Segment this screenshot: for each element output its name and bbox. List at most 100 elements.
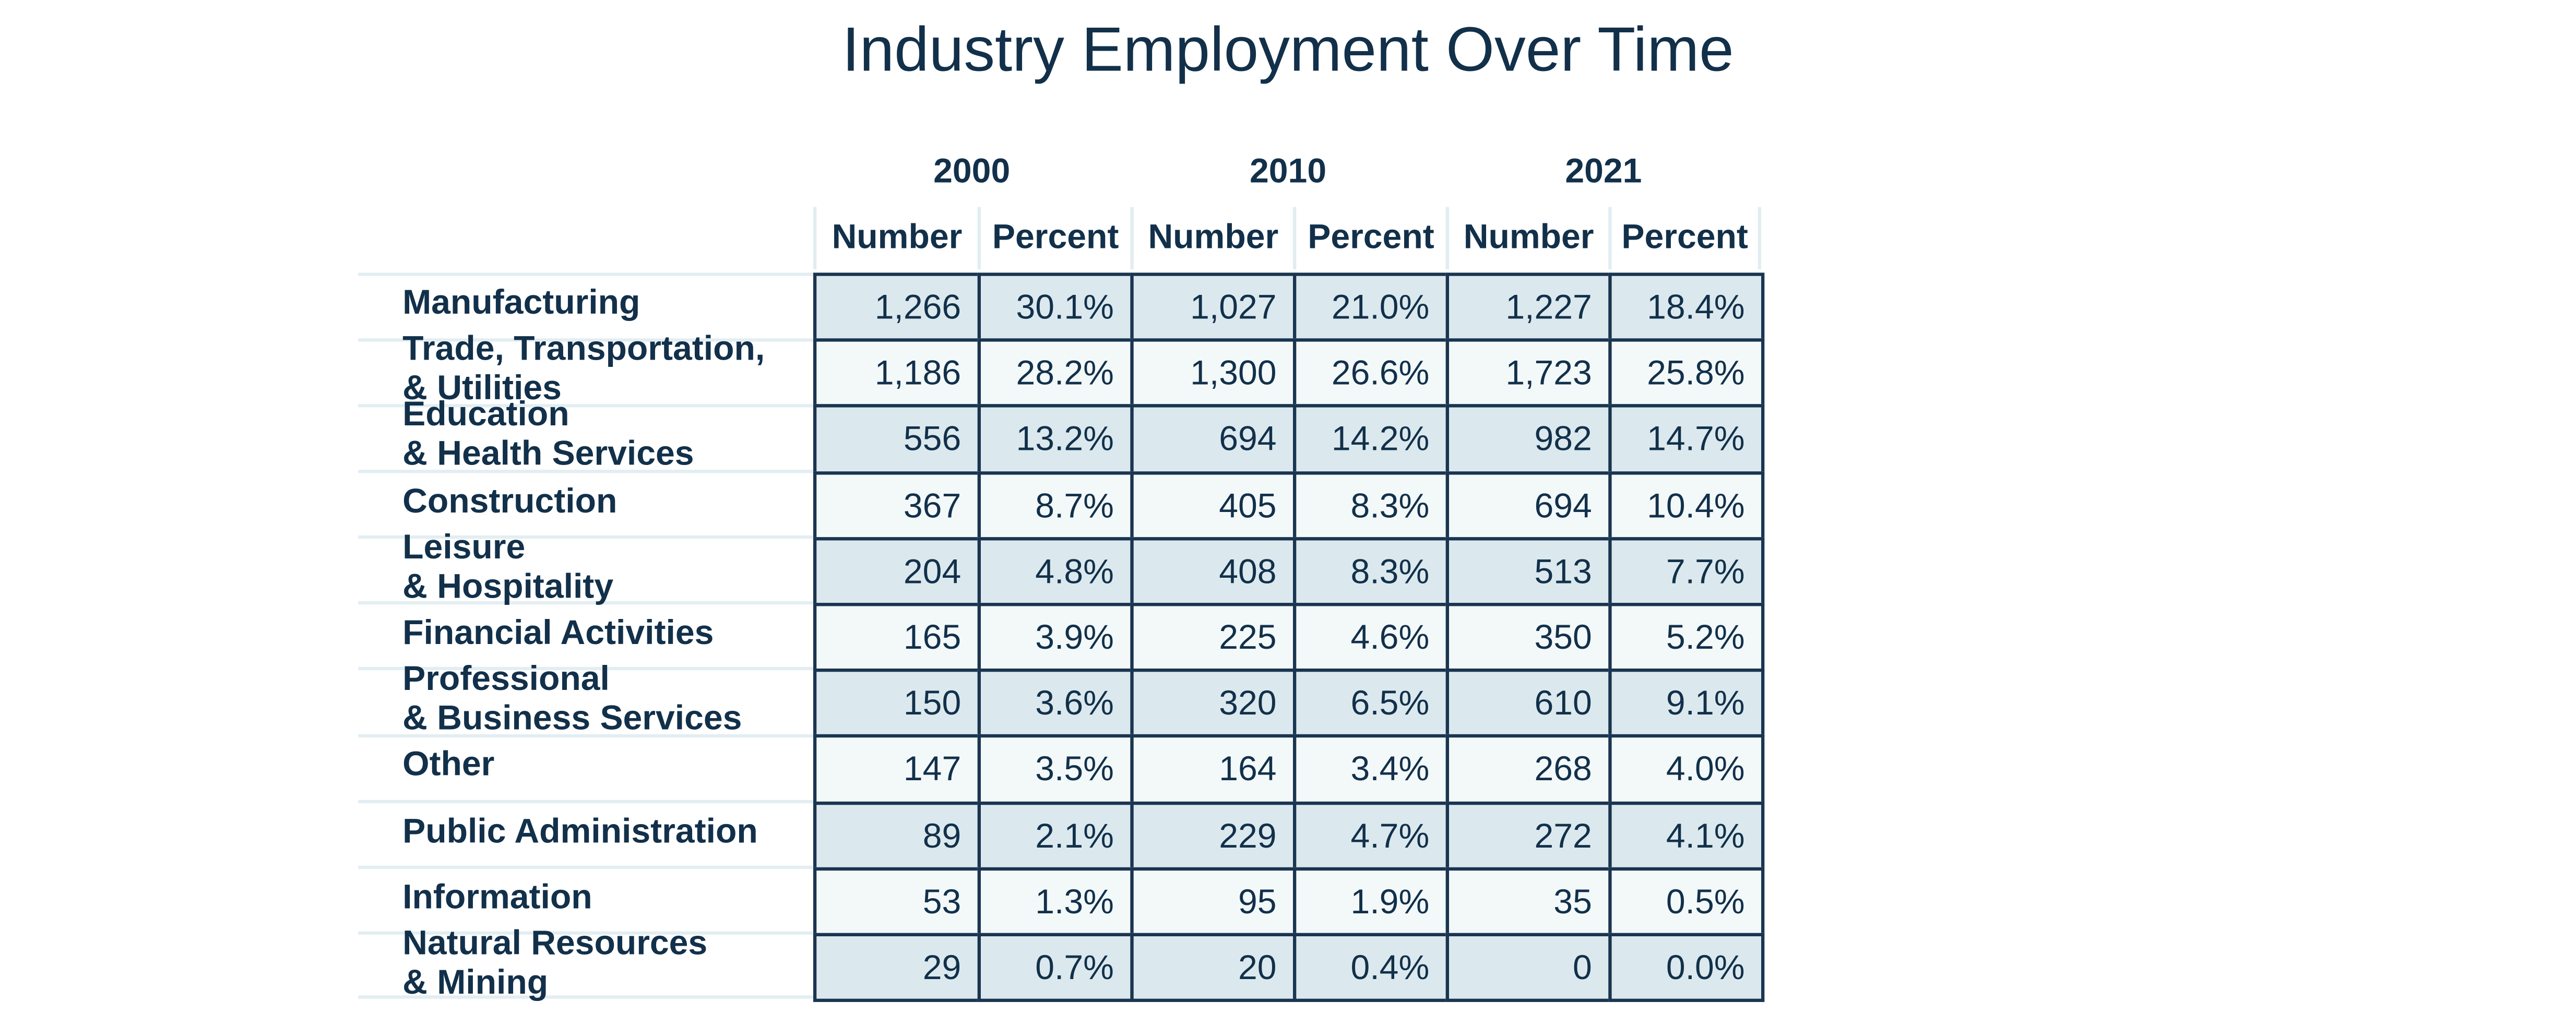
number-cell: 694 [1130,404,1297,474]
number-cell: 35 [1445,867,1612,936]
row-label-line: Financial Activities [402,614,714,652]
row-divider [358,865,815,869]
row-label-line: Construction [402,482,618,520]
number-cell: 408 [1130,537,1297,606]
percent-cell: 1.9% [1293,867,1450,936]
row-label: Other [402,746,813,786]
row-label-line: Information [402,878,592,916]
column-header: Number [813,207,978,270]
percent-cell: 21.0% [1293,272,1450,342]
row-label-line: & Business Services [402,700,742,738]
number-cell: 150 [813,669,981,738]
row-label-line: Public Administration [402,812,758,851]
number-cell: 225 [1130,603,1297,672]
row-label-line: & Health Services [402,436,694,474]
row-divider [358,470,815,473]
table-title: Industry Employment Over Time [842,16,1734,86]
percent-cell: 4.6% [1293,603,1450,672]
row-label: Public Administration [402,813,813,852]
percent-cell: 13.2% [977,404,1134,474]
number-cell: 89 [813,801,981,871]
row-label: Education & Health Services [402,397,813,475]
percent-cell: 4.1% [1608,801,1765,871]
percent-cell: 6.5% [1293,669,1450,738]
row-divider [358,601,815,605]
percent-cell: 14.7% [1608,404,1765,474]
row-divider [358,272,815,276]
percent-cell: 3.6% [977,669,1134,738]
row-label-line: Leisure [402,528,526,567]
year-header: 2021 [1565,152,1642,191]
column-header: Number [1445,207,1609,270]
number-cell: 272 [1445,801,1612,871]
percent-cell: 8.7% [977,471,1134,540]
percent-cell: 4.0% [1608,735,1765,804]
percent-cell: 8.3% [1293,537,1450,606]
number-cell: 350 [1445,603,1612,672]
number-cell: 405 [1130,471,1297,540]
percent-cell: 18.4% [1608,272,1765,342]
percent-cell: 10.4% [1608,471,1765,540]
column-header: Number [1130,207,1293,270]
percent-cell: 9.1% [1608,669,1765,738]
column-header: Percent [1293,207,1446,270]
percent-cell: 3.9% [977,603,1134,672]
number-cell: 53 [813,867,981,936]
percent-cell: 8.3% [1293,471,1450,540]
percent-cell: 14.2% [1293,404,1450,474]
percent-cell: 0.0% [1608,933,1765,1003]
number-cell: 1,300 [1130,338,1297,408]
row-label-line: Trade, Transportation, [402,330,765,368]
number-cell: 320 [1130,669,1297,738]
number-cell: 0 [1445,933,1612,1003]
number-cell: 982 [1445,404,1612,474]
number-cell: 29 [813,933,981,1003]
number-cell: 610 [1445,669,1612,738]
percent-cell: 7.7% [1608,537,1765,606]
number-cell: 147 [813,735,981,804]
row-label: Leisure & Hospitality [402,529,813,607]
row-label-line: Other [402,746,495,784]
row-divider [358,995,815,999]
number-cell: 694 [1445,471,1612,540]
column-header: Percent [1608,207,1762,270]
row-label: Manufacturing [402,284,813,324]
row-label-line: & Mining [402,964,549,1002]
number-cell: 268 [1445,735,1612,804]
year-header: 2000 [933,152,1011,191]
row-label-line: Education [402,396,569,435]
percent-cell: 0.5% [1608,867,1765,936]
row-label: Financial Activities [402,614,813,654]
row-label-line: & Hospitality [402,568,614,606]
row-divider [358,666,815,671]
number-cell: 165 [813,603,981,672]
number-cell: 20 [1130,933,1297,1003]
row-divider [358,734,815,738]
number-cell: 1,266 [813,272,981,342]
percent-cell: 28.2% [977,338,1134,408]
percent-cell: 1.3% [977,867,1134,936]
percent-cell: 0.7% [977,933,1134,1003]
row-label: Information [402,878,813,918]
number-cell: 164 [1130,735,1297,804]
number-cell: 229 [1130,801,1297,871]
number-cell: 1,227 [1445,272,1612,342]
row-label: Natural Resources & Mining [402,925,813,1004]
row-divider [358,800,815,804]
number-cell: 1,027 [1130,272,1297,342]
row-label: Construction [402,482,813,522]
row-divider [358,338,815,342]
row-label-line: Natural Resources [402,924,708,963]
percent-cell: 4.7% [1293,801,1450,871]
percent-cell: 3.5% [977,735,1134,804]
row-label-line: Manufacturing [402,284,640,322]
number-cell: 1,723 [1445,338,1612,408]
percent-cell: 25.8% [1608,338,1765,408]
column-header: Percent [977,207,1131,270]
percent-cell: 3.4% [1293,735,1450,804]
percent-cell: 30.1% [977,272,1134,342]
row-divider [358,404,815,408]
number-cell: 95 [1130,867,1297,936]
row-label-line: Professional [402,660,610,699]
